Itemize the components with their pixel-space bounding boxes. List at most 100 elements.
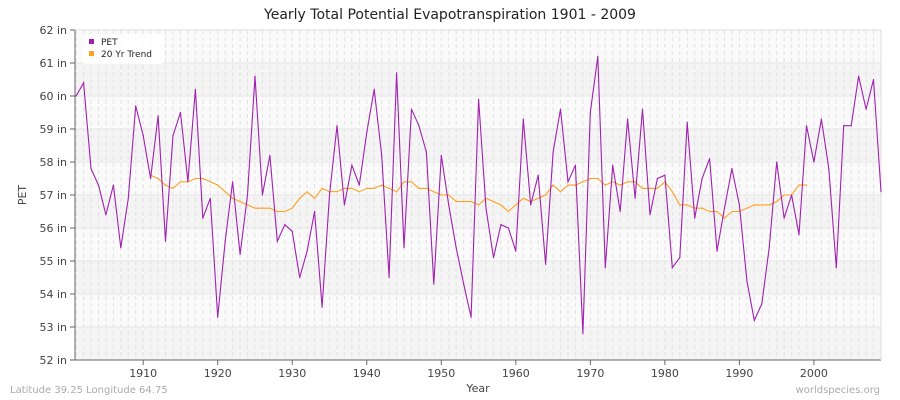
y-tick-label: 58 in <box>39 156 67 169</box>
data-point <box>746 280 748 282</box>
data-point <box>179 111 182 114</box>
data-point <box>641 108 644 110</box>
data-point <box>679 257 681 259</box>
data-point <box>224 240 226 242</box>
data-point <box>336 125 338 127</box>
x-tick-label: 1950 <box>427 367 455 380</box>
data-point <box>299 276 301 279</box>
y-tick-label: 62 in <box>39 24 67 37</box>
data-point <box>440 194 442 196</box>
data-point <box>634 197 636 199</box>
data-point <box>694 217 696 219</box>
footer-source: worldspecies.org <box>795 385 880 396</box>
data-point <box>410 181 413 183</box>
data-point <box>306 191 308 193</box>
data-point <box>559 191 562 193</box>
data-point <box>448 194 450 196</box>
data-point <box>105 214 107 216</box>
data-point <box>537 174 539 176</box>
x-tick-label: 1940 <box>353 367 381 380</box>
data-point <box>582 333 584 335</box>
data-point <box>157 115 159 117</box>
grid-band <box>75 261 881 294</box>
legend-box <box>82 34 164 64</box>
data-point <box>351 187 353 189</box>
data-point <box>425 187 427 189</box>
data-point <box>686 121 688 123</box>
data-point <box>545 263 547 265</box>
data-point <box>701 207 703 209</box>
data-point <box>545 194 547 196</box>
data-point <box>485 207 487 209</box>
data-point <box>440 154 442 156</box>
x-tick-label: 1960 <box>502 367 530 380</box>
data-point <box>708 158 711 160</box>
data-point <box>880 191 882 193</box>
x-tick-label: 1990 <box>725 367 753 380</box>
data-point <box>865 108 867 110</box>
legend-label: PET <box>101 38 118 48</box>
data-point <box>634 181 636 183</box>
data-point <box>254 207 256 209</box>
data-point <box>373 88 375 90</box>
y-axis-label: PET <box>16 185 29 206</box>
data-point <box>172 135 174 137</box>
data-point <box>671 267 673 269</box>
data-point <box>664 174 666 176</box>
data-point <box>239 201 241 203</box>
y-tick-label: 53 in <box>39 321 67 334</box>
data-point <box>254 75 256 77</box>
data-point <box>470 316 472 318</box>
data-point <box>187 181 189 183</box>
data-point <box>209 197 211 199</box>
data-point <box>358 191 360 193</box>
data-point <box>679 204 681 206</box>
grid-band <box>75 30 881 63</box>
data-point <box>150 177 152 180</box>
legend-label: 20 Yr Trend <box>101 50 152 60</box>
data-point <box>552 184 554 186</box>
data-point <box>232 181 234 183</box>
data-point <box>202 217 204 219</box>
data-point <box>172 187 174 189</box>
data-point <box>403 247 405 249</box>
grid-band <box>75 129 881 162</box>
data-point <box>217 316 219 318</box>
x-tick-label: 2000 <box>800 367 828 380</box>
data-point <box>246 194 249 196</box>
data-point <box>395 72 398 74</box>
data-point <box>336 191 338 193</box>
data-point <box>768 247 770 249</box>
x-tick-label: 1920 <box>204 367 232 380</box>
y-tick-label: 61 in <box>39 57 67 70</box>
data-point <box>723 217 726 219</box>
data-point <box>500 204 502 206</box>
data-point <box>142 135 144 137</box>
data-point <box>746 207 748 209</box>
data-point <box>224 191 226 193</box>
data-point <box>157 177 159 180</box>
data-point <box>872 78 875 81</box>
data-point <box>627 118 629 120</box>
y-tick-label: 59 in <box>39 123 67 136</box>
data-point <box>448 204 450 206</box>
data-point <box>194 88 196 90</box>
data-point <box>433 191 435 193</box>
data-point <box>164 240 167 242</box>
data-point <box>619 184 621 186</box>
data-point <box>604 267 606 269</box>
data-point <box>612 181 614 183</box>
data-point <box>723 207 726 209</box>
data-point <box>753 319 755 321</box>
data-point <box>112 184 114 186</box>
x-tick-label: 1930 <box>278 367 306 380</box>
data-point <box>559 108 562 110</box>
data-point <box>455 247 457 249</box>
data-point <box>284 224 286 226</box>
data-point <box>701 177 703 180</box>
data-point <box>522 197 524 199</box>
data-point <box>299 197 301 199</box>
data-point <box>463 201 465 203</box>
data-point <box>582 181 584 183</box>
